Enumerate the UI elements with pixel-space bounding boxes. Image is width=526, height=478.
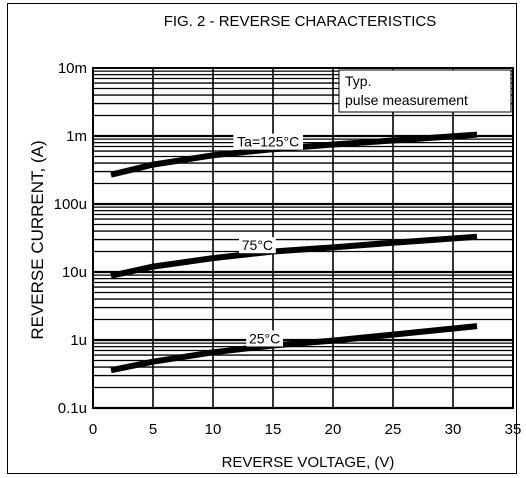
x-tick-label: 5 <box>149 421 157 438</box>
x-tick-label: 35 <box>505 421 522 438</box>
annotation-typ: Typ. <box>345 73 371 89</box>
series-label: Ta=125°C <box>237 134 299 150</box>
x-tick-label: 30 <box>445 421 462 438</box>
x-tick-label: 20 <box>325 421 342 438</box>
series-label: 25°C <box>249 330 280 346</box>
series-line-2 <box>111 326 477 370</box>
x-axis-ticks: 0 5 10 15 20 25 30 35 <box>89 421 522 438</box>
chart-title: FIG. 2 - REVERSE CHARACTERISTICS <box>164 13 437 30</box>
y-axis-ticks: 0.1u 1u 10u 100u 1m 10m <box>54 60 87 417</box>
y-tick-label: 0.1u <box>58 400 87 417</box>
y-tick-label: 10u <box>62 264 87 281</box>
x-tick-label: 0 <box>89 421 97 438</box>
annotation-pulse-measurement: pulse measurement <box>345 92 468 108</box>
y-tick-label: 1m <box>66 128 87 145</box>
series-line-1 <box>111 237 477 276</box>
x-tick-label: 25 <box>385 421 402 438</box>
y-tick-label: 10m <box>58 60 87 77</box>
x-axis-label: REVERSE VOLTAGE, (V) <box>222 454 395 471</box>
x-tick-label: 10 <box>205 421 222 438</box>
y-tick-label: 1u <box>70 332 87 349</box>
y-tick-label: 100u <box>54 196 87 213</box>
series-label: 75°C <box>242 237 273 253</box>
y-axis-label: REVERSE CURRENT, (A) <box>28 140 47 339</box>
x-tick-label: 15 <box>265 421 282 438</box>
